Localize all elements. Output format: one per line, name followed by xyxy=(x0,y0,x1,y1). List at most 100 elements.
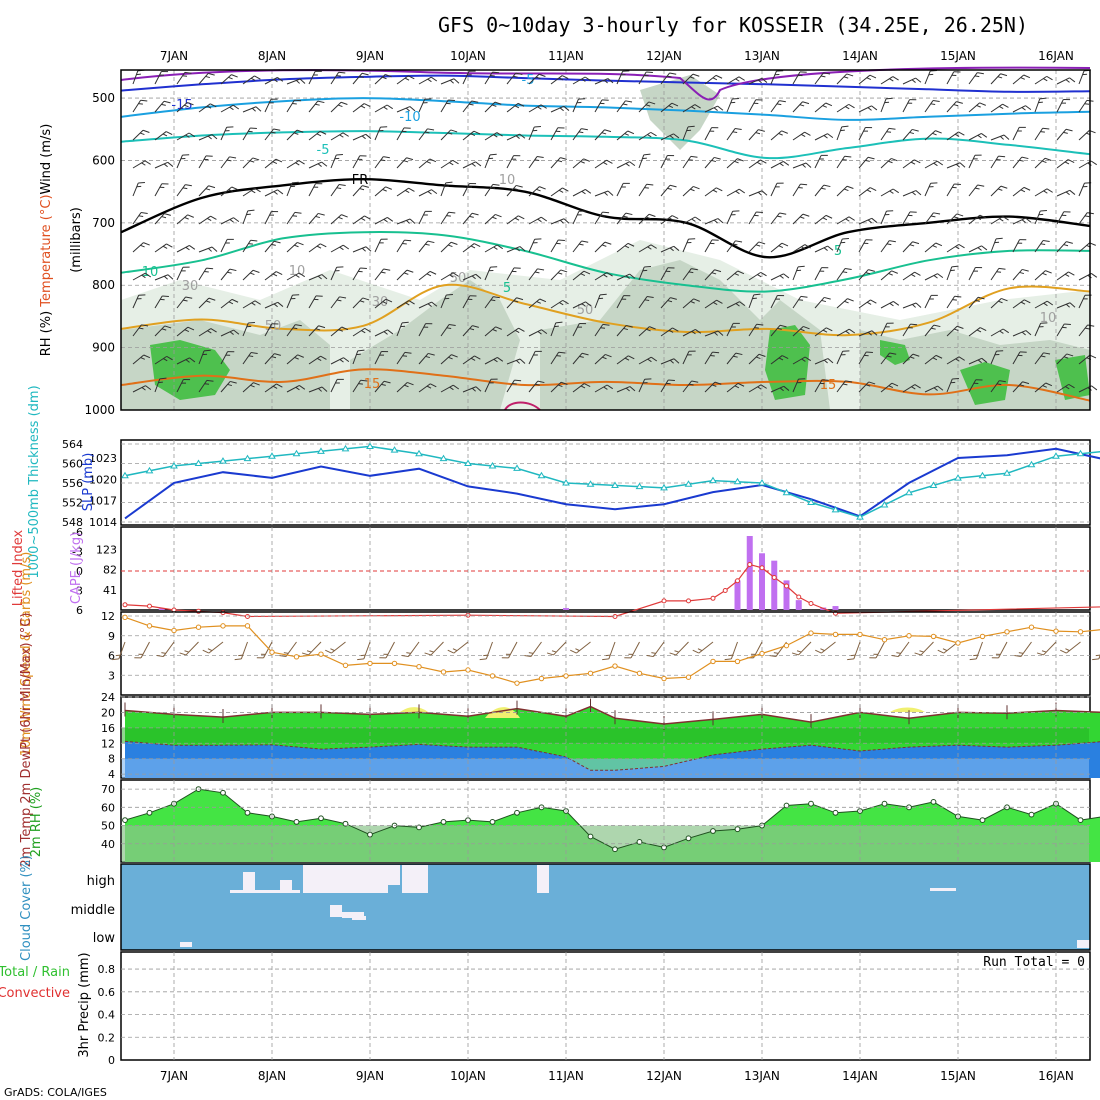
lifted-marker-7 xyxy=(612,614,618,619)
upper-wind-barb-3-2-flag2 xyxy=(207,135,212,140)
upper-wind-barb-15-0-staff xyxy=(462,71,470,85)
upper-wind-barb-33-10-flag xyxy=(866,351,873,354)
wind10-barb-31 xyxy=(869,641,885,659)
upper-wind-barb-14-8-flag xyxy=(446,293,453,296)
upper-wind-barb-36-1 xyxy=(924,100,940,113)
upper-wind-barb-5-6-flag xyxy=(250,239,258,242)
upper-wind-barb-35-9-flag xyxy=(910,323,918,326)
upper-wind-barb-28-5-staff xyxy=(748,211,757,225)
upper-wind-barb-10-11-flag xyxy=(360,379,368,382)
upper-wind-barb-1-3 xyxy=(154,161,174,169)
upper-wind-barb-37-8 xyxy=(946,295,962,309)
upper-wind-barb-41-6 xyxy=(1034,240,1050,253)
upper-wind-barb-42-10-flag xyxy=(1066,353,1074,357)
upper-wind-barb-42-9-flag2 xyxy=(1062,326,1067,329)
upper-wind-barb-38-8-flag2 xyxy=(975,299,980,302)
upper-wind-barb-33-4-flag2 xyxy=(866,189,872,193)
upper-air-ylabel-text: RH (%) Temperature (°C)Wind (m/s) xyxy=(39,124,54,357)
upper-wind-barb-20-11-staff xyxy=(572,383,585,393)
upper-wind-barb-14-4-flag xyxy=(445,181,453,184)
upper-wind-barb-7-1 xyxy=(286,99,302,113)
upper-wind-barb-7-4 xyxy=(286,181,299,197)
upper-wind-barb-0-9 xyxy=(132,324,149,337)
upper-wind-barb-26-8-flag2 xyxy=(713,301,718,306)
upper-wind-barb-9-8-flag2 xyxy=(336,299,342,302)
upper-wind-barb-24-3-flag2 xyxy=(665,158,671,160)
upper-wind-barb-23-5-flag xyxy=(648,213,656,217)
upper-wind-barb-28-0-flag2 xyxy=(757,79,762,84)
upper-wind-barb-36-3-flag xyxy=(936,160,944,166)
wind10-marker-18 xyxy=(563,673,569,679)
upper-wind-barb-27-2-flag2 xyxy=(732,131,738,133)
upper-wind-barb-39-4 xyxy=(990,185,1008,197)
upper-wind-barb-26-2-staff xyxy=(704,127,713,141)
upper-wind-barb-24-6-flag2 xyxy=(669,247,674,252)
upper-wind-barb-25-10-staff xyxy=(682,351,690,365)
upper-wind-barb-12-11-staff xyxy=(396,382,408,393)
upper-wind-barb-43-0-staff xyxy=(1078,70,1085,85)
upper-wind-barb-17-9-staff xyxy=(506,327,519,337)
upper-wind-barb-14-1 xyxy=(440,99,455,113)
thickness-ylabel: 1000~500mb Thickness (dm) xyxy=(27,385,42,578)
cape-tick-1: 82 xyxy=(103,564,117,577)
upper-wind-barb-26-5 xyxy=(704,218,724,225)
upper-wind-barb-12-2 xyxy=(396,127,411,141)
upper-wind-barb-16-11-staff xyxy=(484,379,492,393)
rh2m-marker-27 xyxy=(783,802,790,809)
upper-wind-barb-1-2-flag2 xyxy=(162,133,168,137)
upper-wind-barb-39-5 xyxy=(990,216,1009,225)
upper-wind-barb-19-9-flag xyxy=(555,321,563,324)
upper-wind-barb-30-6-flag2 xyxy=(801,246,806,250)
thickness-marker-84 xyxy=(464,459,472,466)
upper-wind-barb-32-5-flag xyxy=(848,216,855,221)
upper-wind-barb-33-1-flag xyxy=(871,105,878,111)
upper-wind-barb-1-11 xyxy=(154,377,167,393)
upper-wind-barb-29-9 xyxy=(770,324,787,337)
upper-wind-barb-27-5 xyxy=(726,210,740,225)
upper-wind-barb-2-11-flag2 xyxy=(181,382,187,384)
upper-wind-barb-42-2-flag xyxy=(1065,128,1073,132)
upper-wind-barb-24-9-flag2 xyxy=(668,329,674,333)
upper-wind-barb-39-1-flag2 xyxy=(999,105,1004,110)
upper-wind-barb-40-5-flag xyxy=(1025,217,1032,223)
date-label-bottom-8: 15JAN xyxy=(940,1069,976,1083)
upper-wind-barb-31-5-flag2 xyxy=(822,217,828,221)
wind10-barb-1-flag xyxy=(134,657,142,659)
upper-wind-barb-0-7-flag xyxy=(144,272,152,278)
upper-wind-barb-27-2-flag xyxy=(734,128,742,131)
upper-wind-barb-39-5-flag2 xyxy=(999,218,1004,222)
upper-wind-barb-28-1-flag xyxy=(755,99,763,101)
upper-wind-barb-10-4-flag2 xyxy=(359,188,365,191)
upper-wind-barb-36-2-flag xyxy=(935,130,942,134)
upper-wind-barb-22-9-staff xyxy=(616,325,627,337)
upper-wind-barb-25-6-flag xyxy=(688,238,696,240)
cloud-block-6 xyxy=(537,865,549,893)
upper-wind-barb-5-4-flag xyxy=(254,187,261,193)
wind10-marker-3 xyxy=(195,624,202,630)
upper-wind-barb-30-2-flag xyxy=(804,131,811,136)
upper-wind-barb-42-2 xyxy=(1056,128,1073,141)
wind10-barb-13-flag2 xyxy=(429,650,434,653)
upper-wind-barb-16-4-staff xyxy=(484,184,494,197)
upper-wind-barb-1-0-flag xyxy=(161,71,169,73)
upper-wind-barb-24-6-flag xyxy=(673,245,680,251)
upper-wind-barb-25-11-staff xyxy=(682,380,693,393)
upper-wind-barb-17-3-flag2 xyxy=(511,158,517,160)
upper-wind-barb-22-3-flag2 xyxy=(625,163,630,167)
upper-wind-barb-28-8-flag2 xyxy=(752,297,757,300)
upper-wind-barb-12-8-staff xyxy=(396,300,410,309)
wind10-barb-25-flag2 xyxy=(728,654,733,657)
upper-wind-barb-29-3-flag xyxy=(783,161,790,166)
upper-wind-barb-39-3-staff xyxy=(990,155,999,169)
upper-wind-barb-6-7-staff xyxy=(264,271,277,281)
upper-wind-barb-34-5-staff xyxy=(880,210,887,225)
upper-wind-barb-2-2-flag2 xyxy=(185,134,190,138)
upper-wind-barb-8-0-flag2 xyxy=(313,74,318,76)
upper-wind-barb-4-6 xyxy=(220,238,234,253)
cape-bar-1 xyxy=(563,608,569,610)
upper-wind-barb-39-1-flag xyxy=(1002,103,1009,108)
wind10-barb-3-flag xyxy=(179,652,187,656)
upper-wind-barb-6-0-staff xyxy=(264,76,278,85)
upper-wind-barb-6-5-flag2 xyxy=(269,214,275,216)
upper-wind-barb-23-6-staff xyxy=(638,244,652,253)
